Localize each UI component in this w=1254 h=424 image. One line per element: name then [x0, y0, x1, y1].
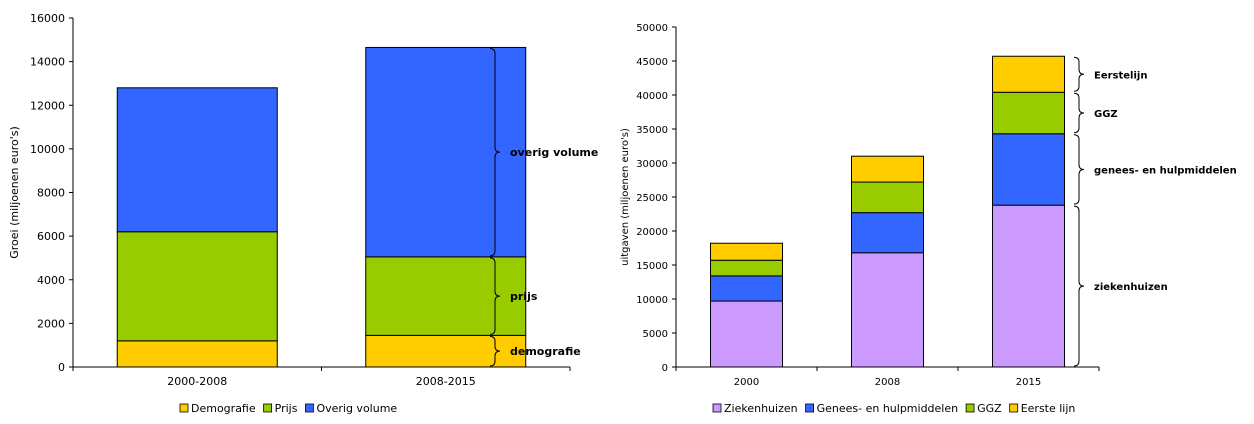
x-tick-label: 2008-2015 — [416, 375, 476, 388]
y-tick-label: 2000 — [37, 317, 65, 330]
brace — [1073, 134, 1085, 205]
y-tick-label: 12000 — [30, 99, 65, 112]
bar-ggz — [992, 91, 1065, 135]
expenditure-chart-svg: 0 5000 10000 15000 20000 25000 30000 35000 40000… — [620, 23, 1237, 415]
x-tick-label: 2000 — [734, 377, 759, 388]
legend-label: Demografie — [191, 402, 256, 415]
y-tick-label: 10000 — [30, 143, 65, 156]
bar-eerste-lijn — [710, 242, 783, 261]
y-axis-label: uitgaven (miljoenen euro's) — [620, 128, 631, 266]
bar-demografie — [116, 340, 278, 368]
y-tick-label: 45000 — [636, 57, 668, 68]
legend-swatch — [1009, 403, 1019, 413]
y-tick-label: 15000 — [636, 261, 668, 272]
x-tick-label: 2008 — [875, 377, 900, 388]
bar-demografie — [365, 334, 527, 368]
growth-chart-svg: 0 2000 4000 6000 8000 10000 12000 14000 16000 200… — [8, 12, 598, 415]
annotation-label: demografie — [510, 345, 581, 358]
bar-eerste-lijn — [851, 155, 924, 183]
x-tick-label: 2015 — [1016, 377, 1041, 388]
annotation-label: ziekenhuizen — [1094, 282, 1168, 293]
bar-genees-en-hulpmiddelen — [851, 212, 924, 254]
expenditure-chart: 0 5000 10000 15000 20000 25000 30000 35000 40000… — [620, 0, 1254, 420]
y-tick-label: 20000 — [636, 227, 668, 238]
y-tick-label: 50000 — [636, 23, 668, 34]
bar-ziekenhuizen — [710, 300, 783, 368]
growth-chart: 0 2000 4000 6000 8000 10000 12000 14000 16000 200… — [0, 0, 620, 420]
legend-label: GGZ — [977, 402, 1002, 415]
legend-label: Genees- en hulpmiddelen — [817, 402, 959, 415]
legend-label: Eerste lijn — [1021, 402, 1076, 415]
annotation-label: prijs — [510, 290, 538, 303]
legend-swatch — [179, 403, 189, 413]
y-tick-label: 5000 — [643, 329, 668, 340]
legend-swatch — [805, 403, 814, 413]
bar-overig-volume — [365, 46, 527, 258]
y-tick-label: 14000 — [30, 56, 65, 69]
annotation-label: GGZ — [1094, 109, 1118, 120]
y-tick-label: 0 — [58, 361, 65, 374]
y-tick-label: 30000 — [636, 159, 668, 170]
bar-genees-en-hulpmiddelen — [710, 275, 783, 302]
y-tick-label: 6000 — [37, 230, 65, 243]
brace — [1073, 56, 1085, 92]
y-axis-label: Groei (miljoenen euro's) — [8, 126, 21, 259]
y-tick-label: 16000 — [30, 12, 65, 25]
brace — [1073, 92, 1085, 134]
bar-overig-volume — [116, 87, 278, 233]
y-tick-label: 40000 — [636, 91, 668, 102]
annotation-label: genees- en hulpmiddelen — [1094, 165, 1237, 176]
legend-label: Ziekenhuizen — [724, 402, 798, 415]
bar-prijs — [365, 256, 527, 336]
annotation-label: Eerstelijn — [1094, 70, 1147, 81]
brace — [1073, 205, 1085, 367]
legend-label: Prijs — [275, 402, 298, 415]
bar-genees-en-hulpmiddelen — [992, 133, 1065, 206]
y-tick-label: 8000 — [37, 187, 65, 200]
y-tick-label: 0 — [662, 363, 668, 374]
annotation-label: overig volume — [510, 146, 598, 159]
y-tick-label: 25000 — [636, 193, 668, 204]
legend-label: Overig volume — [316, 402, 397, 415]
y-tick-label: 4000 — [37, 274, 65, 287]
bar-ziekenhuizen — [851, 252, 924, 368]
bar-ziekenhuizen — [992, 204, 1065, 368]
brace — [489, 47, 501, 257]
legend-swatch — [965, 403, 975, 413]
brace — [489, 257, 501, 335]
y-tick-label: 10000 — [636, 295, 668, 306]
y-tick-label: 35000 — [636, 125, 668, 136]
bar-eerste-lijn — [992, 55, 1065, 93]
bar-prijs — [116, 231, 278, 342]
brace — [489, 335, 501, 367]
legend-swatch — [712, 403, 722, 413]
legend-swatch — [263, 403, 273, 413]
x-tick-label: 2000-2008 — [167, 375, 227, 388]
legend-swatch — [305, 403, 314, 413]
bar-ggz — [710, 259, 783, 277]
bar-ggz — [851, 181, 924, 214]
